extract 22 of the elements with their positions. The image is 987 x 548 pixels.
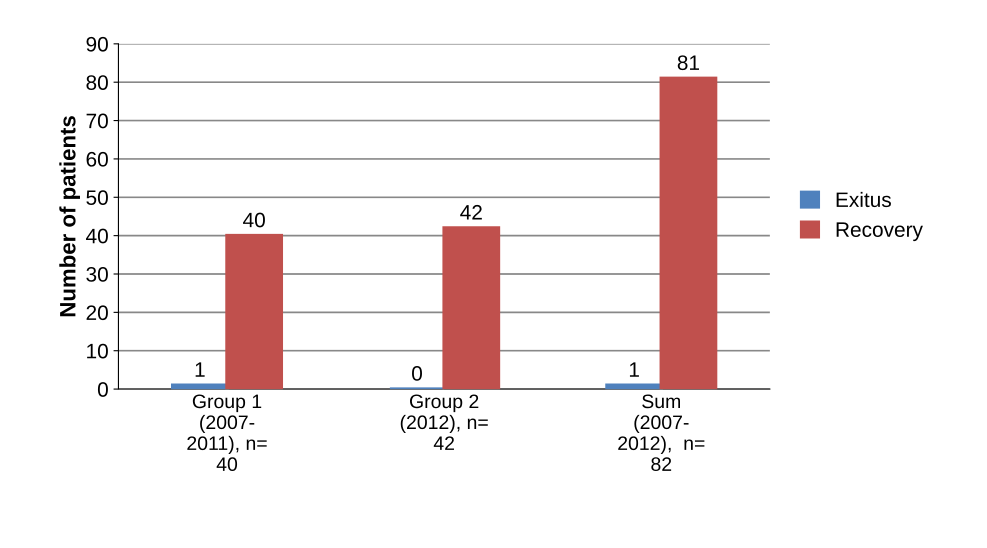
data-label: 0 (412, 366, 422, 381)
data-label: 81 (678, 55, 700, 70)
y-tick-label: 30 (86, 267, 108, 282)
data-label: 1 (630, 362, 639, 377)
y-tick-label: 90 (86, 36, 108, 52)
y-axis-title: Number of patients (59, 116, 80, 316)
data-label: 42 (460, 204, 482, 220)
x-tick-label: Sum (2007- 2012), n= 82 (618, 394, 704, 472)
y-tick-label: 60 (86, 152, 108, 167)
legend-label: Exitus (836, 192, 891, 208)
y-tick-label: 50 (86, 190, 108, 206)
y-tick-label: 40 (86, 228, 108, 244)
y-tick-label: 20 (86, 305, 108, 320)
y-tick-label: 0 (98, 382, 108, 397)
y-tick-label: 80 (86, 75, 108, 90)
x-tick-label: Group 2 (2012), n= 42 (400, 394, 488, 450)
y-tick-label: 10 (87, 344, 108, 358)
data-label: 1 (196, 362, 205, 377)
legend-label: Recovery (836, 222, 923, 242)
x-tick-label: Group 1 (2007- 2011), n= 40 (187, 394, 267, 472)
y-tick-label: 70 (86, 114, 108, 128)
data-label: 40 (243, 212, 265, 228)
